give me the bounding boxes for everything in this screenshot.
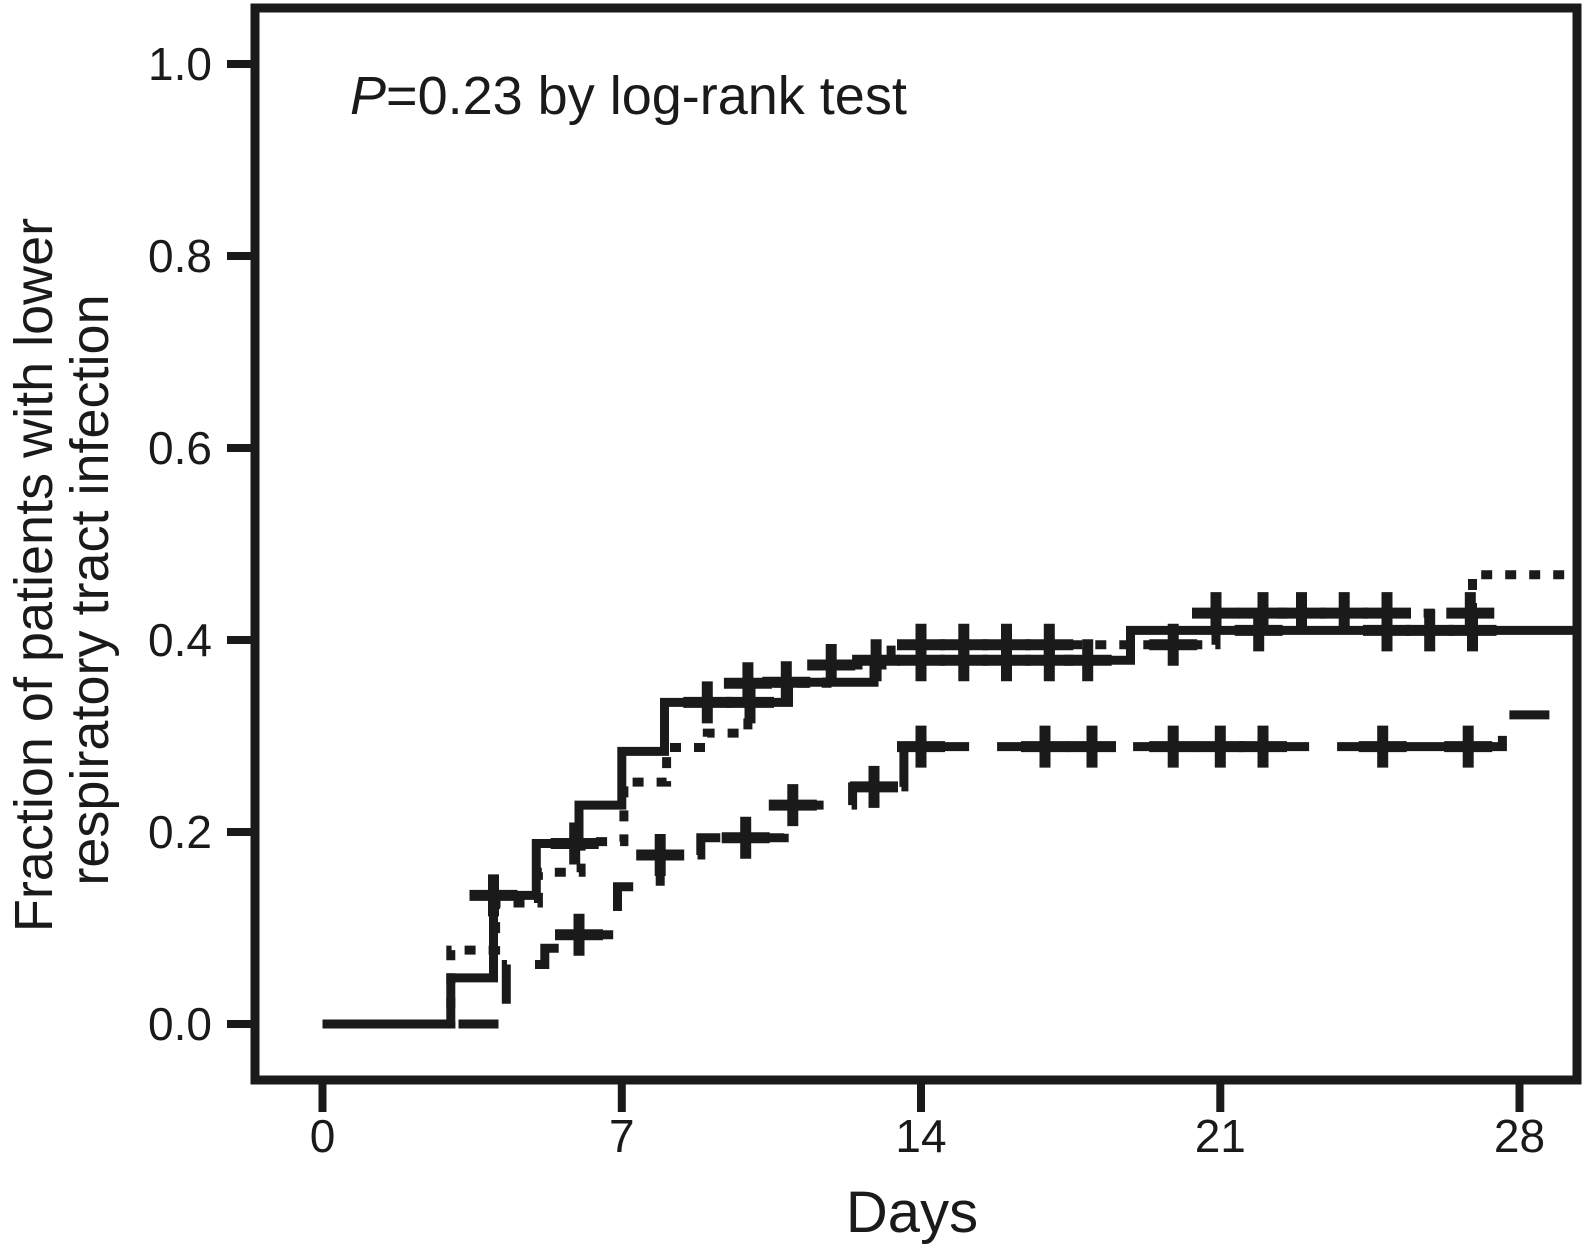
x-tick-label: 21 <box>1195 1110 1246 1162</box>
y-tick-label: 0.2 <box>148 806 212 858</box>
censor-mark-group-dashed <box>1239 725 1287 768</box>
censor-mark-group-dashed <box>1444 725 1493 768</box>
y-axis-title-line1: Fraction of patients with lower <box>4 218 64 932</box>
censor-mark-group-dashed <box>1021 725 1069 768</box>
censor-mark-group-dotted <box>807 644 856 686</box>
censor-mark-group-solid <box>1234 609 1283 652</box>
curve-group-dashed <box>322 710 1576 1029</box>
censor-mark-group-solid <box>852 639 901 682</box>
censor-mark-group-solid <box>1063 639 1112 682</box>
censor-mark-group-dashed <box>721 816 770 859</box>
censor-marks <box>469 592 1497 956</box>
y-axis: 0.0 0.2 0.4 0.6 0.8 1.0 <box>148 38 255 1050</box>
censor-mark-group-solid <box>1448 609 1497 652</box>
censor-mark-group-dotted <box>1277 592 1326 635</box>
x-tick-label: 14 <box>895 1110 946 1162</box>
y-tick-label: 0.4 <box>148 614 212 666</box>
censor-mark-group-solid <box>726 681 774 724</box>
censor-mark-group-solid <box>550 822 599 865</box>
censor-mark-group-solid <box>1363 609 1411 652</box>
censor-mark-group-dashed <box>768 784 817 827</box>
y-axis-title-line2: respiratory tract infection <box>60 294 120 885</box>
censor-mark-group-dotted <box>1149 623 1198 666</box>
censor-mark-group-dashed <box>897 725 945 768</box>
x-axis: 0 7 14 21 28 <box>310 1080 1545 1162</box>
censor-mark-group-dashed <box>1068 725 1116 768</box>
censor-mark-group-solid <box>1405 609 1454 652</box>
x-tick-label: 7 <box>609 1110 635 1162</box>
censor-mark-group-solid <box>982 639 1031 682</box>
censor-mark-group-solid <box>939 639 988 682</box>
plot-frame <box>250 3 1582 1085</box>
p-value-symbol: P <box>350 66 386 126</box>
p-value-text: =0.23 by log-rank test <box>386 66 907 126</box>
y-tick-label: 0.6 <box>148 422 212 474</box>
censor-mark-group-dashed <box>555 913 603 956</box>
censor-mark-group-solid <box>762 661 811 704</box>
censor-mark-group-solid <box>469 874 518 917</box>
censor-mark-group-solid <box>683 681 732 724</box>
censor-mark-group-dashed <box>636 834 685 876</box>
p-value-annotation: P=0.23 by log-rank test <box>350 66 907 126</box>
x-tick-label: 28 <box>1494 1110 1545 1162</box>
y-tick-label: 0.0 <box>148 998 212 1050</box>
censor-mark-group-dotted <box>1192 592 1240 635</box>
censor-mark-group-dashed <box>850 765 898 808</box>
censor-mark-group-solid <box>897 639 945 682</box>
x-axis-title: Days <box>846 1180 978 1245</box>
y-tick-label: 0.8 <box>148 230 212 282</box>
x-tick-label: 0 <box>310 1110 336 1162</box>
censor-mark-group-dashed <box>1196 725 1245 768</box>
censor-mark-group-dashed <box>1149 725 1198 768</box>
y-tick-label: 1.0 <box>148 38 212 90</box>
censor-mark-group-dotted <box>1320 592 1369 635</box>
censor-mark-group-dashed <box>1358 725 1407 768</box>
